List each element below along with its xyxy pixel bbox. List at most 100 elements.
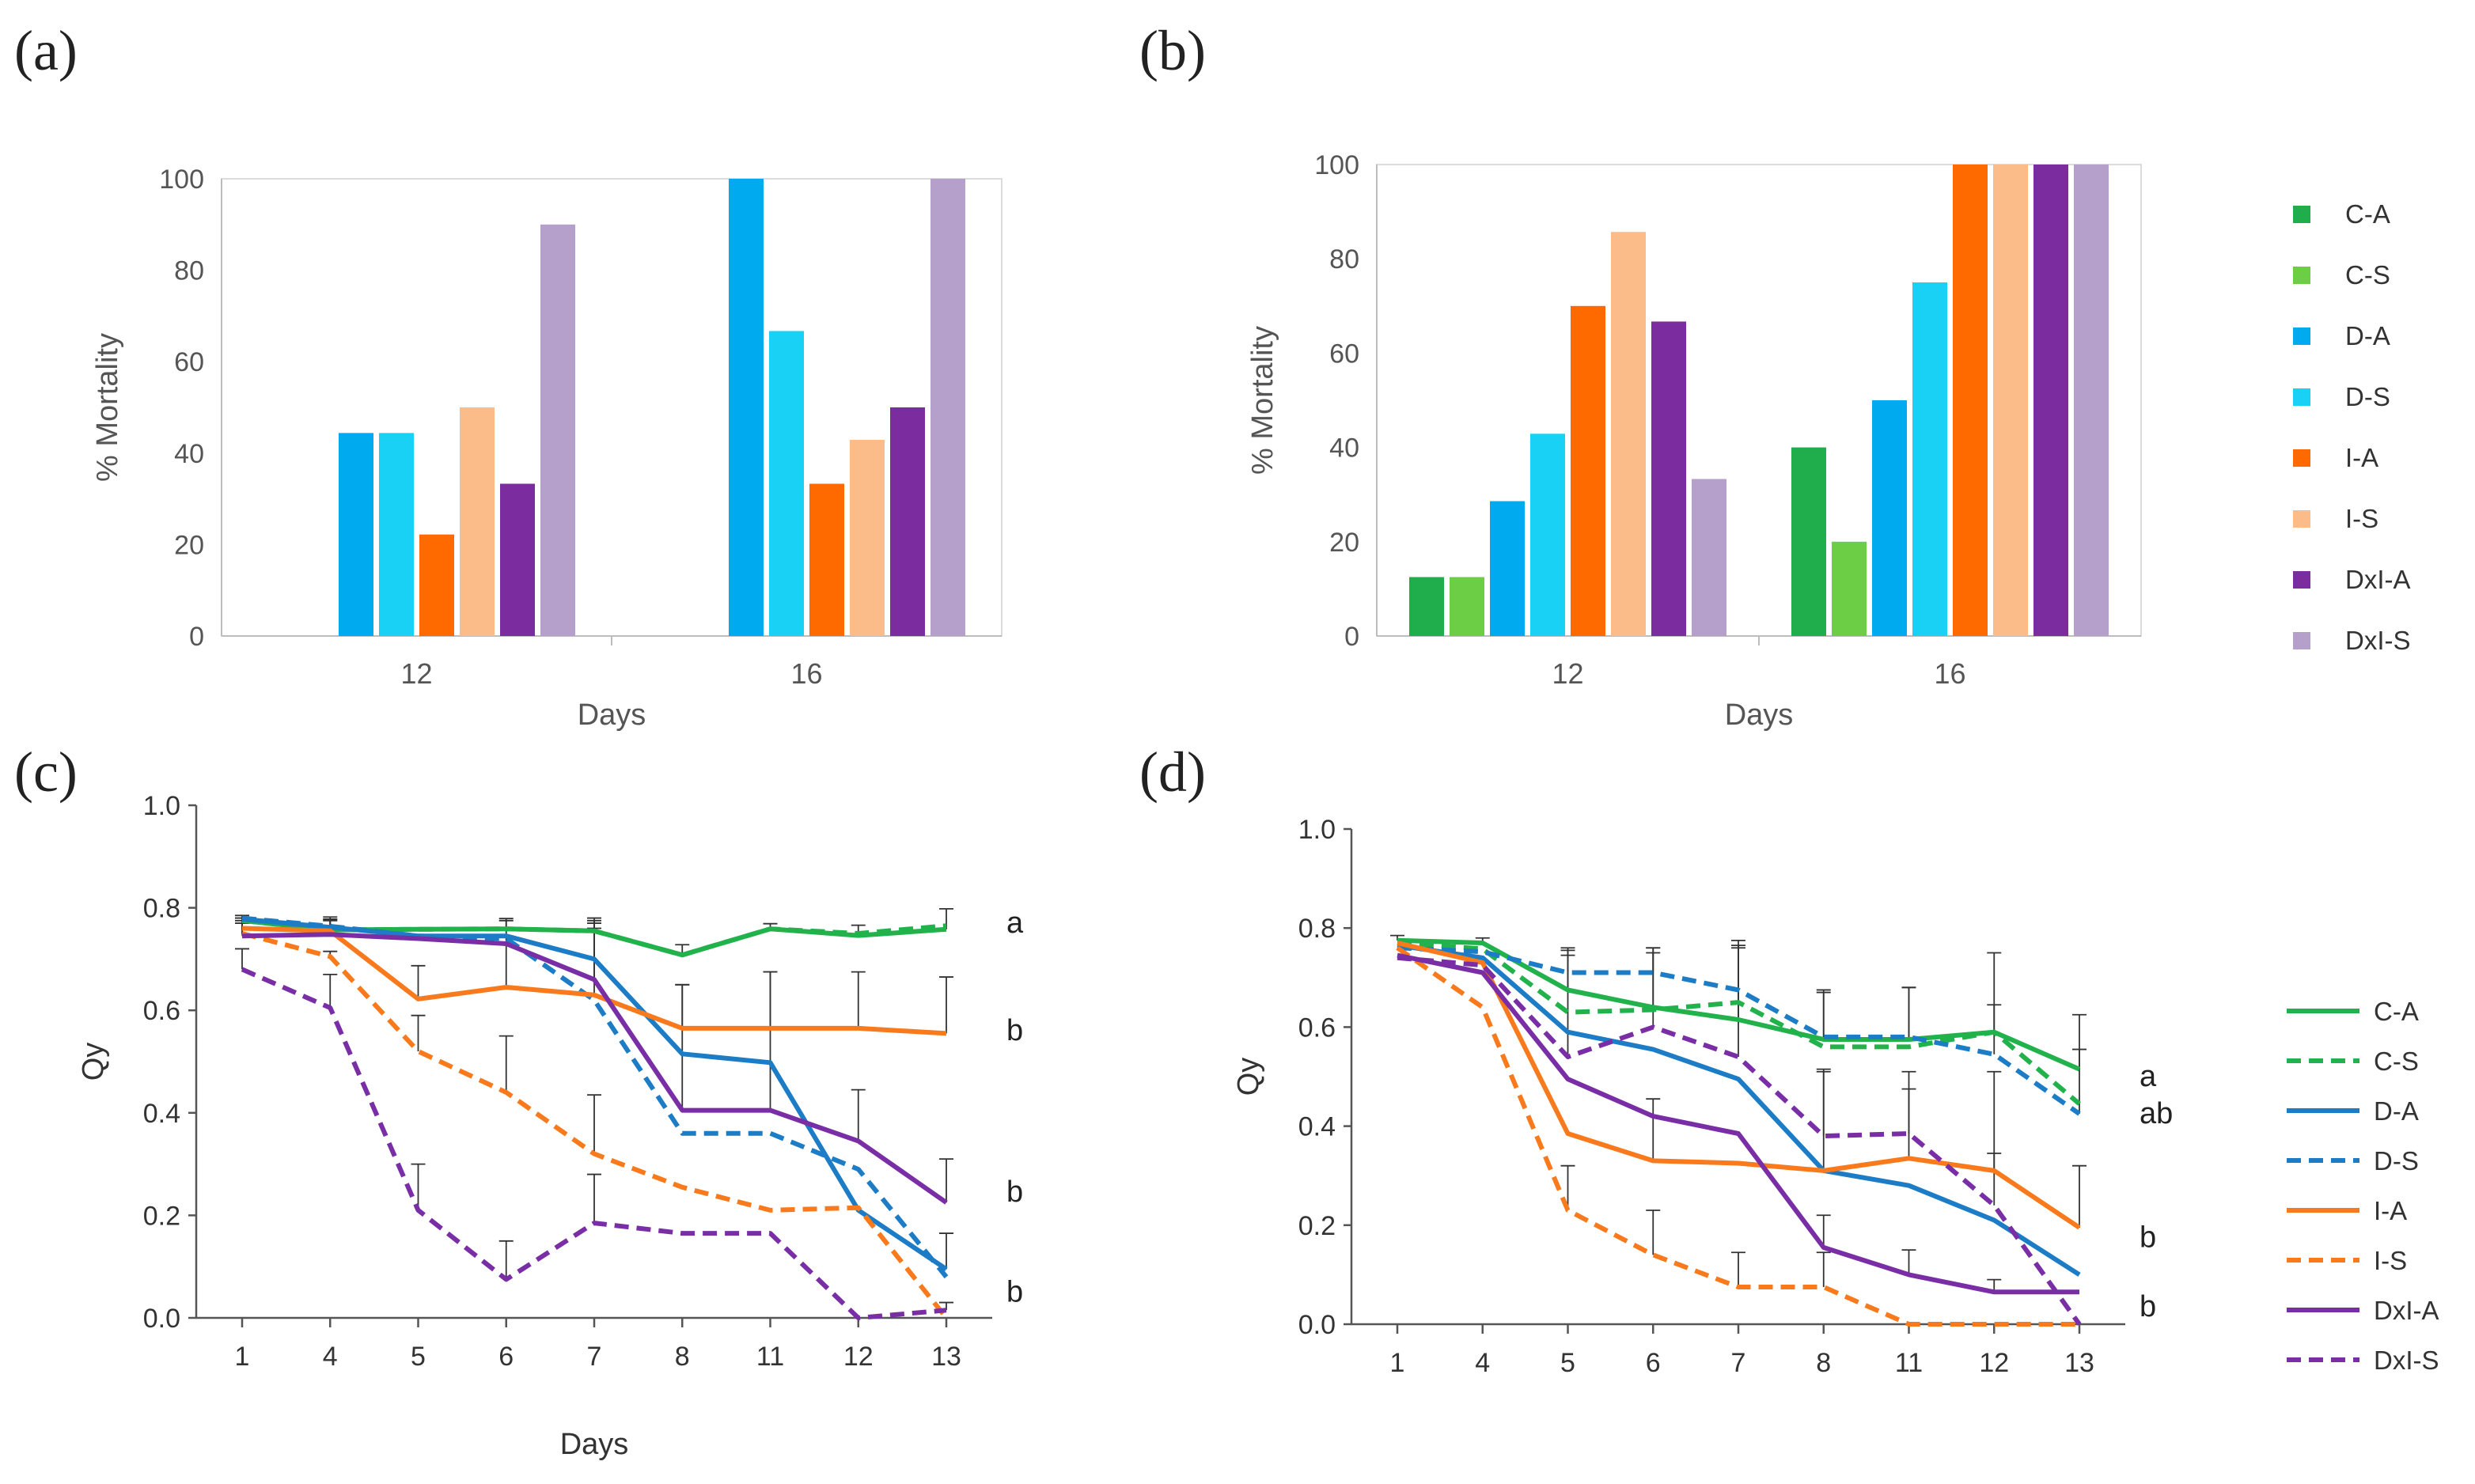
y-tick-label: 20 bbox=[1329, 528, 1359, 558]
series-line-i-a bbox=[241, 926, 947, 1036]
chart-a-mortality: 0 20 40 60 80 100 12 16 Days % Mortality bbox=[91, 165, 1003, 732]
legend-swatch-i-a bbox=[2293, 449, 2310, 467]
legend-label-i-a: I-A bbox=[2374, 1196, 2407, 1225]
legend-label-d-s: D-S bbox=[2345, 382, 2390, 411]
y-axis-label: Qy bbox=[1232, 1058, 1265, 1096]
x-tick-label: 5 bbox=[1560, 1348, 1575, 1378]
y-axis-label: % Mortality bbox=[1246, 326, 1279, 475]
y-tick-label: 0.6 bbox=[143, 996, 180, 1026]
legend-label-c-s: C-S bbox=[2374, 1047, 2419, 1076]
significance-letter: b bbox=[1006, 1175, 1023, 1209]
bar-d-a-day-12 bbox=[1490, 501, 1525, 636]
x-tick-label: 5 bbox=[411, 1342, 426, 1372]
y-axis-label: Qy bbox=[77, 1043, 110, 1081]
x-tick-label: 4 bbox=[323, 1342, 338, 1372]
legend-swatch-c-s bbox=[2293, 267, 2310, 284]
y-tick-label: 0.2 bbox=[1298, 1211, 1336, 1241]
y-axis-label: % Mortality bbox=[91, 333, 124, 482]
legend-swatch-dxi-s bbox=[2293, 632, 2310, 649]
legend-line-chart: C-A C-S D-A D-S I-A I-S DxI-A DxI-S bbox=[2287, 997, 2439, 1375]
significance-letter: b bbox=[2140, 1290, 2156, 1323]
x-tick-label: 1 bbox=[235, 1342, 250, 1372]
legend-label-d-a: D-A bbox=[2345, 321, 2390, 350]
legend-label-c-a: C-A bbox=[2374, 997, 2419, 1026]
y-tick-label: 0.2 bbox=[143, 1201, 180, 1231]
y-tick-label: 100 bbox=[1314, 150, 1359, 180]
bar-dxi-a-day-12 bbox=[1651, 321, 1686, 636]
series-line-i-a bbox=[1397, 941, 2081, 1230]
significance-letter: ab bbox=[2140, 1097, 2173, 1130]
chart-b-mortality: 0 20 40 60 80 100 12 16 Days % Mortality bbox=[1246, 150, 2142, 732]
bar-i-a-day-12 bbox=[419, 534, 454, 636]
significance-letter: b bbox=[1006, 1276, 1023, 1309]
legend-label-d-a: D-A bbox=[2374, 1096, 2419, 1126]
series-line-i-s bbox=[1396, 945, 2079, 1327]
y-tick-label: 80 bbox=[1329, 244, 1359, 274]
bar-i-a-day-16 bbox=[1953, 165, 1988, 636]
series-line-dxi-s bbox=[241, 967, 947, 1320]
series-line-d-a bbox=[1397, 943, 2081, 1277]
bar-d-a-day-16 bbox=[729, 179, 764, 636]
y-tick-label: 60 bbox=[174, 347, 204, 377]
x-tick-label: 8 bbox=[675, 1342, 690, 1372]
x-tick-label: 1 bbox=[1390, 1348, 1405, 1378]
bar-i-a-day-16 bbox=[809, 483, 844, 636]
legend-swatch-d-s bbox=[2293, 388, 2310, 406]
panel-label-a: (a) bbox=[14, 19, 78, 82]
bar-i-s-day-16 bbox=[850, 440, 885, 636]
bar-c-s-day-16 bbox=[1832, 541, 1867, 636]
y-tick-label: 0.8 bbox=[143, 894, 180, 924]
panel-label-c: (c) bbox=[14, 740, 78, 804]
x-tick-label: 16 bbox=[1934, 657, 1965, 690]
significance-letter: a bbox=[1006, 907, 1024, 940]
legend-swatch-i-s bbox=[2293, 510, 2310, 528]
bar-d-s-day-12 bbox=[379, 433, 414, 636]
y-tick-label: 40 bbox=[1329, 433, 1359, 464]
legend-label-i-s: I-S bbox=[2345, 504, 2378, 533]
y-tick-label: 0 bbox=[1344, 622, 1359, 652]
bar-d-s-day-12 bbox=[1530, 433, 1565, 636]
bar-dxi-s-day-12 bbox=[540, 224, 575, 636]
x-tick-label: 6 bbox=[498, 1342, 514, 1372]
chart-c-qy: 0.0 0.2 0.4 0.6 0.8 1.0 1 4 5 6 7 8 11 12 13 Days Qy a b b b bbox=[77, 791, 1024, 1461]
x-tick-label: 12 bbox=[843, 1342, 874, 1372]
bar-d-s-day-16 bbox=[769, 331, 804, 636]
bar-dxi-s-day-16 bbox=[2074, 165, 2109, 636]
legend-swatch-d-a bbox=[2293, 327, 2310, 345]
panel-label-b: (b) bbox=[1139, 19, 1206, 82]
bar-c-a-day-16 bbox=[1791, 447, 1826, 636]
y-tick-label: 0.0 bbox=[143, 1304, 180, 1334]
x-tick-label: 13 bbox=[2064, 1348, 2094, 1378]
bar-c-s-day-12 bbox=[1450, 577, 1484, 636]
significance-letter: a bbox=[2140, 1060, 2157, 1093]
x-tick-label: 12 bbox=[1979, 1348, 2009, 1378]
x-axis-label: Days bbox=[578, 698, 646, 732]
legend-label-i-s: I-S bbox=[2374, 1246, 2407, 1275]
bar-d-s-day-16 bbox=[1912, 282, 1947, 636]
x-tick-label: 4 bbox=[1475, 1348, 1490, 1378]
x-tick-label: 7 bbox=[587, 1342, 602, 1372]
legend-label-dxi-s: DxI-S bbox=[2345, 626, 2411, 655]
bar-dxi-a-day-12 bbox=[500, 483, 535, 636]
legend-label-c-a: C-A bbox=[2345, 199, 2390, 229]
y-tick-label: 0.4 bbox=[1298, 1112, 1336, 1142]
significance-letter: b bbox=[2140, 1221, 2156, 1254]
x-tick-label: 12 bbox=[400, 657, 432, 690]
legend-swatch-dxi-a bbox=[2293, 571, 2310, 589]
bar-dxi-a-day-16 bbox=[890, 407, 925, 636]
bar-dxi-s-day-12 bbox=[1692, 479, 1726, 636]
x-tick-label: 6 bbox=[1646, 1348, 1661, 1378]
legend-label-i-a: I-A bbox=[2345, 443, 2378, 472]
bar-d-a-day-12 bbox=[339, 433, 373, 636]
bar-i-s-day-12 bbox=[1611, 232, 1646, 636]
legend-label-dxi-a: DxI-A bbox=[2374, 1296, 2439, 1325]
x-axis-label: Days bbox=[1725, 698, 1794, 732]
chart-d-qy: 0.0 0.2 0.4 0.6 0.8 1.0 1 4 5 6 7 8 11 12 13 Qy a ab b b bbox=[1232, 815, 2173, 1378]
legend-label-c-s: C-S bbox=[2345, 260, 2390, 290]
significance-letter: b bbox=[1006, 1014, 1023, 1047]
x-tick-label: 7 bbox=[1731, 1348, 1746, 1378]
bar-dxi-s-day-16 bbox=[930, 179, 965, 636]
bar-i-s-day-16 bbox=[1993, 165, 2028, 636]
series-line-dxi-s bbox=[1397, 955, 2082, 1326]
